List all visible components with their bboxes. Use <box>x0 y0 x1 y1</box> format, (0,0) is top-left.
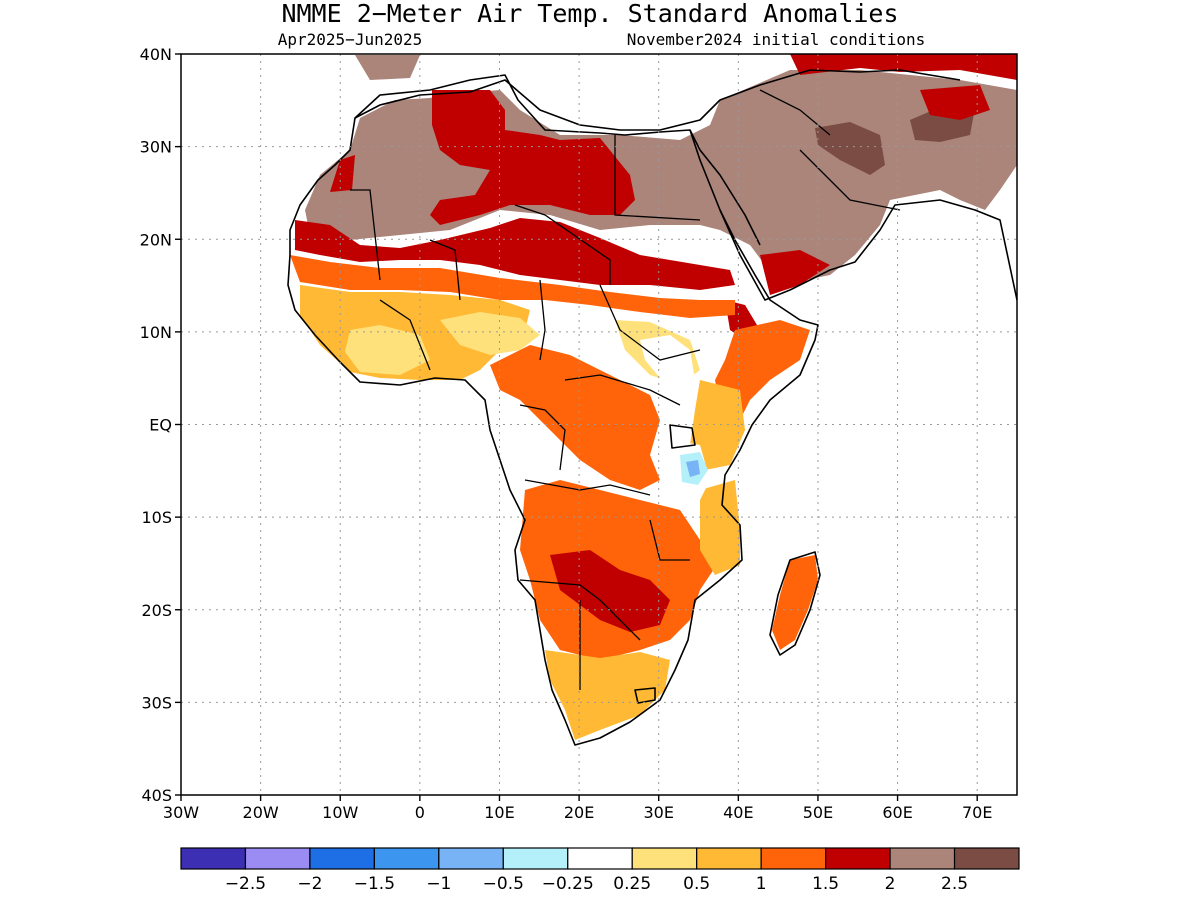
border-line <box>614 135 701 221</box>
lon-tick-label: 10E <box>484 803 514 822</box>
region-anomaly-1.5-to-2-southern <box>550 550 670 632</box>
region-anomaly-2-to-2.5-north <box>355 55 420 80</box>
region-anomaly-0.5-to-1-east-coast <box>700 480 740 575</box>
red-sea-coast <box>689 129 761 246</box>
map-area <box>180 53 1018 796</box>
lon-tick-label: 20W <box>243 803 279 822</box>
legend-swatch <box>631 847 698 870</box>
lon-tick-label: 40E <box>723 803 753 822</box>
legend-swatch <box>760 847 827 870</box>
border-line <box>564 374 681 406</box>
legend-label: −2 <box>297 874 322 894</box>
arabia-coastline <box>719 199 1018 301</box>
border-line <box>429 239 461 301</box>
color-legend: −2.5 −2 −1.5 −1 −0.5 −0.25 0.25 0.5 1 1.5 2 2.5 <box>180 847 1020 894</box>
legend-label: 1.5 <box>812 874 839 894</box>
legend-label: −1.5 <box>354 874 395 894</box>
border-line <box>379 299 431 371</box>
legend-swatch <box>696 847 762 870</box>
region-anomaly-1.5-to-2-mediterranean <box>790 54 1017 80</box>
legend-swatch <box>373 847 440 870</box>
legend-label: 2 <box>885 874 896 894</box>
lat-tick-label: 30S <box>141 693 172 712</box>
africa-coastline <box>287 74 819 746</box>
region-anomaly-1-to-1.5-central <box>490 345 660 490</box>
lat-tick-label: 30N <box>140 138 172 157</box>
lat-tick-label: EQ <box>149 416 172 435</box>
legend-label: 2.5 <box>941 874 968 894</box>
region-anomaly-0.25-to-0.5-west <box>440 312 540 355</box>
border-line <box>519 404 566 471</box>
region-anomaly-0.25-to-0.5-coast <box>345 325 430 375</box>
figure-title: NMME 2−Meter Air Temp. Standard Anomalie… <box>281 0 898 28</box>
legend-label: −0.25 <box>542 874 594 894</box>
region-anomaly-1.5-to-2-arabia <box>760 250 830 295</box>
lat-tick-label: 20S <box>141 601 172 620</box>
border-line <box>759 89 831 136</box>
mediterranean-coast <box>354 69 961 131</box>
region-anomaly-1.5-to-2-iran-south <box>920 85 990 120</box>
lon-tick-label: 30W <box>163 803 199 822</box>
legend-swatch <box>953 847 1020 870</box>
graticule <box>181 54 1017 795</box>
legend-swatch <box>567 847 633 870</box>
lat-tick-label: 40S <box>141 786 172 805</box>
legend-label: −1 <box>426 874 451 894</box>
lon-tick-label: 0 <box>415 803 425 822</box>
coastlines <box>287 69 1018 746</box>
border-line <box>514 204 611 285</box>
border-line <box>524 479 651 496</box>
initial-conditions: November2024 initial conditions <box>627 30 926 49</box>
lon-tick-label: 50E <box>803 803 833 822</box>
region-anomaly-1-to-1.5-madagascar <box>772 555 818 650</box>
lon-tick-label: 30E <box>643 803 673 822</box>
region-anomaly-1.5-to-2-sahel <box>295 218 735 290</box>
lon-tick-label: 10W <box>322 803 358 822</box>
region-anomaly-1.5-to-2-sahara <box>430 90 635 225</box>
lat-tick-label: 20N <box>140 230 172 249</box>
lat-tick-label: 40N <box>140 45 172 64</box>
legend-label: 0.25 <box>613 874 651 894</box>
lon-tick-label: 70E <box>962 803 992 822</box>
region-anomaly-0.5-to-1-rift <box>690 380 745 470</box>
legend-swatch <box>825 847 891 870</box>
lon-tick-label: 60E <box>882 803 912 822</box>
border-line <box>539 279 546 361</box>
legend-swatch <box>889 847 956 870</box>
lon-tick-label: 20E <box>564 803 594 822</box>
legend-swatch <box>180 847 247 870</box>
lat-tick-label: 10S <box>141 508 172 527</box>
forecast-period: Apr2025−Jun2025 <box>278 30 423 49</box>
border-line <box>649 519 690 561</box>
legend-swatch <box>438 847 504 870</box>
legend-label: −0.5 <box>483 874 524 894</box>
border-line <box>799 149 901 211</box>
madagascar-coastline <box>769 551 821 656</box>
border-line <box>350 189 381 281</box>
region-anomaly-minus-0.5-to-minus-1 <box>686 460 700 477</box>
anomaly-fields <box>285 54 1017 745</box>
legend-swatch <box>309 847 375 870</box>
longitude-axis: 30W 20W 10W 0 10E 20E 30E 40E 50E 60E 70E <box>163 795 992 822</box>
region-anomaly-1.5-to-2-north-coast <box>330 155 355 192</box>
legend-label: 0.5 <box>683 874 710 894</box>
legend-label: 1 <box>756 874 767 894</box>
lake-lesotho <box>634 687 656 704</box>
lake-victoria <box>669 424 696 449</box>
region-near-normal-south-sudan <box>640 335 695 390</box>
legend-label: −2.5 <box>225 874 266 894</box>
border-line <box>519 579 641 641</box>
legend-swatch <box>244 847 311 870</box>
latitude-axis: 40N 30N 20N 10N EQ 10S 20S 30S 40S <box>140 45 181 805</box>
legend-swatch <box>502 847 569 870</box>
region-anomaly-1-to-1.5-sahel-belt <box>290 255 735 318</box>
lat-tick-label: 10N <box>140 323 172 342</box>
region-anomaly-above-2.5-iran <box>815 122 885 175</box>
country-borders <box>350 89 901 690</box>
region-anomaly-0.5-to-1-south <box>545 650 670 740</box>
border-line <box>599 284 701 361</box>
